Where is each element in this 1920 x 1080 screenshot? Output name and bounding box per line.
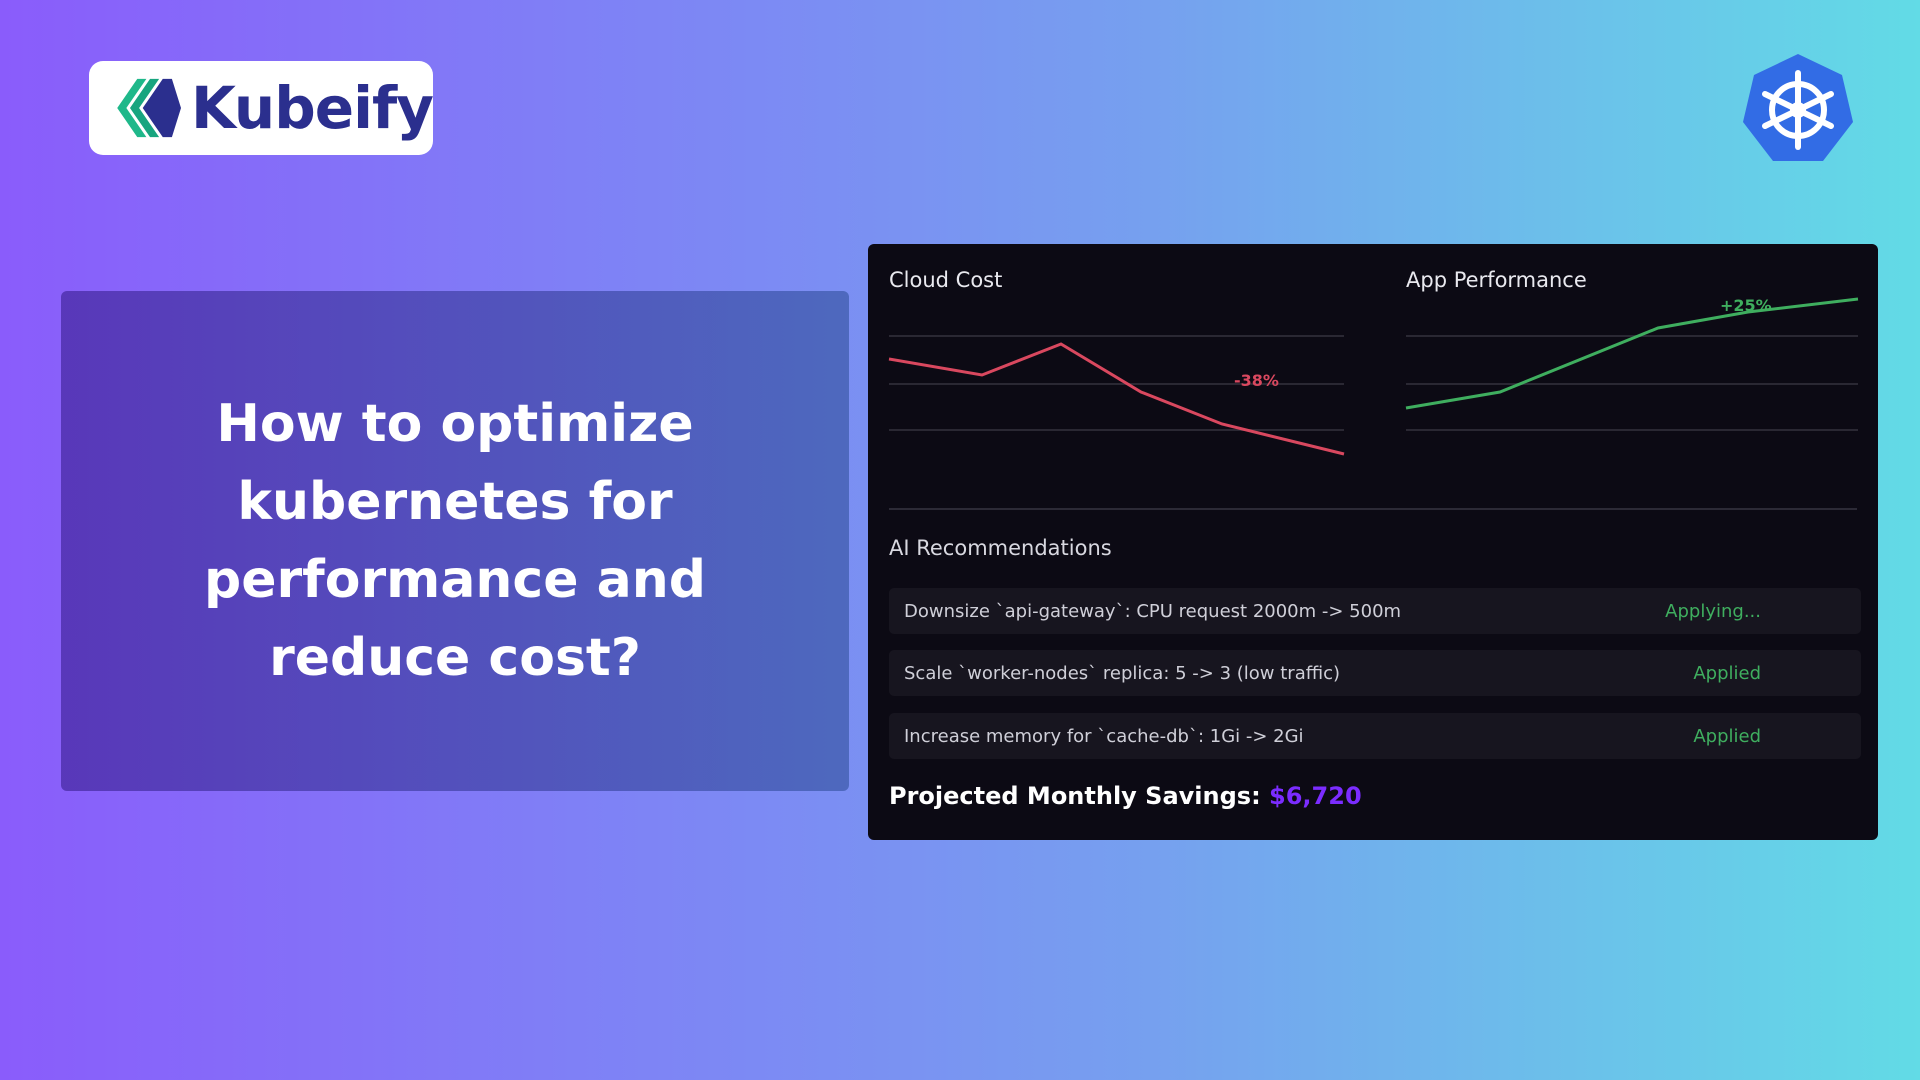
recommendation-row[interactable]: Scale `worker-nodes` replica: 5 -> 3 (lo… <box>889 650 1861 696</box>
recommendation-row[interactable]: Downsize `api-gateway`: CPU request 2000… <box>889 588 1861 634</box>
hero-title: How to optimize kubernetes for performan… <box>204 394 706 688</box>
cloud-cost-change: -38% <box>1234 371 1279 390</box>
brand-name: Kubeify <box>191 74 434 142</box>
recommendations-title: AI Recommendations <box>889 536 1112 560</box>
kubernetes-helm-icon <box>1743 54 1853 161</box>
hero-card: How to optimize kubernetes for performan… <box>61 291 849 791</box>
recommendation-text: Increase memory for `cache-db`: 1Gi -> 2… <box>904 725 1304 747</box>
cloud-cost-title: Cloud Cost <box>889 268 1003 292</box>
recommendation-text: Downsize `api-gateway`: CPU request 2000… <box>904 600 1402 622</box>
projected-savings: Projected Monthly Savings: $6,720 <box>889 782 1362 810</box>
app-performance-chart: +25% <box>1405 296 1859 431</box>
kubeify-logo: Kubeify <box>89 61 434 155</box>
recommendation-status: Applied <box>1693 662 1761 684</box>
dashboard-panel: Cloud Cost -38% App Performance +25% AI … <box>868 244 1878 840</box>
recommendation-row[interactable]: Increase memory for `cache-db`: 1Gi -> 2… <box>889 713 1861 759</box>
recommendation-text: Scale `worker-nodes` replica: 5 -> 3 (lo… <box>904 662 1341 684</box>
app-performance-title: App Performance <box>1406 268 1587 292</box>
app-performance-line <box>1405 297 1859 410</box>
divider <box>889 508 1857 510</box>
recommendation-status: Applied <box>1693 725 1761 747</box>
app-performance-change: +25% <box>1720 296 1772 315</box>
savings-label: Projected Monthly Savings: <box>889 782 1261 810</box>
savings-value: $6,720 <box>1269 782 1362 810</box>
kubeify-mark-icon <box>117 78 181 138</box>
cloud-cost-chart: -38% <box>888 335 1345 456</box>
cloud-cost-line <box>888 342 1345 456</box>
recommendation-status: Applying... <box>1665 600 1761 622</box>
